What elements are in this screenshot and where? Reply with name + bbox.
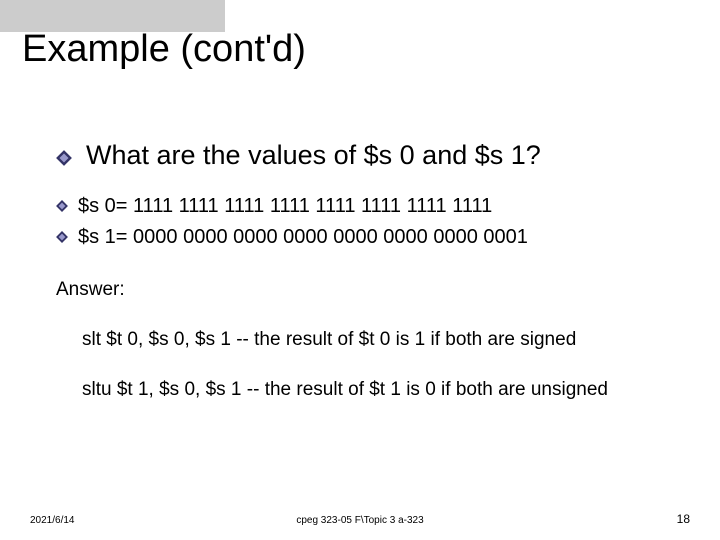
footer-page-number: 18 — [677, 512, 690, 526]
list-item: $s 1= 0000 0000 0000 0000 0000 0000 0000… — [56, 226, 690, 249]
slide-content: What are the values of $s 0 and $s 1? $s… — [56, 140, 690, 429]
question-row: What are the values of $s 0 and $s 1? — [56, 140, 690, 171]
item-text: $s 0= 1111 1111 1111 1111 1111 1111 1111… — [78, 195, 492, 218]
question-text: What are the values of $s 0 and $s 1? — [86, 140, 541, 171]
diamond-icon — [56, 231, 68, 243]
item-text: $s 1= 0000 0000 0000 0000 0000 0000 0000… — [78, 226, 528, 249]
footer-date: 2021/6/14 — [30, 515, 75, 526]
list-item: $s 0= 1111 1111 1111 1111 1111 1111 1111… — [56, 195, 690, 218]
slide: Example (cont'd) What are the values of … — [0, 0, 720, 540]
code-line: sltu $t 1, $s 0, $s 1 -- the result of $… — [82, 379, 690, 401]
diamond-icon — [56, 200, 68, 212]
code-line: slt $t 0, $s 0, $s 1 -- the result of $t… — [82, 329, 690, 351]
answer-label: Answer: — [56, 279, 690, 301]
diamond-icon — [56, 150, 72, 166]
slide-title: Example (cont'd) — [22, 28, 306, 71]
footer-center: cpeg 323-05 F\Topic 3 a-323 — [296, 515, 423, 526]
